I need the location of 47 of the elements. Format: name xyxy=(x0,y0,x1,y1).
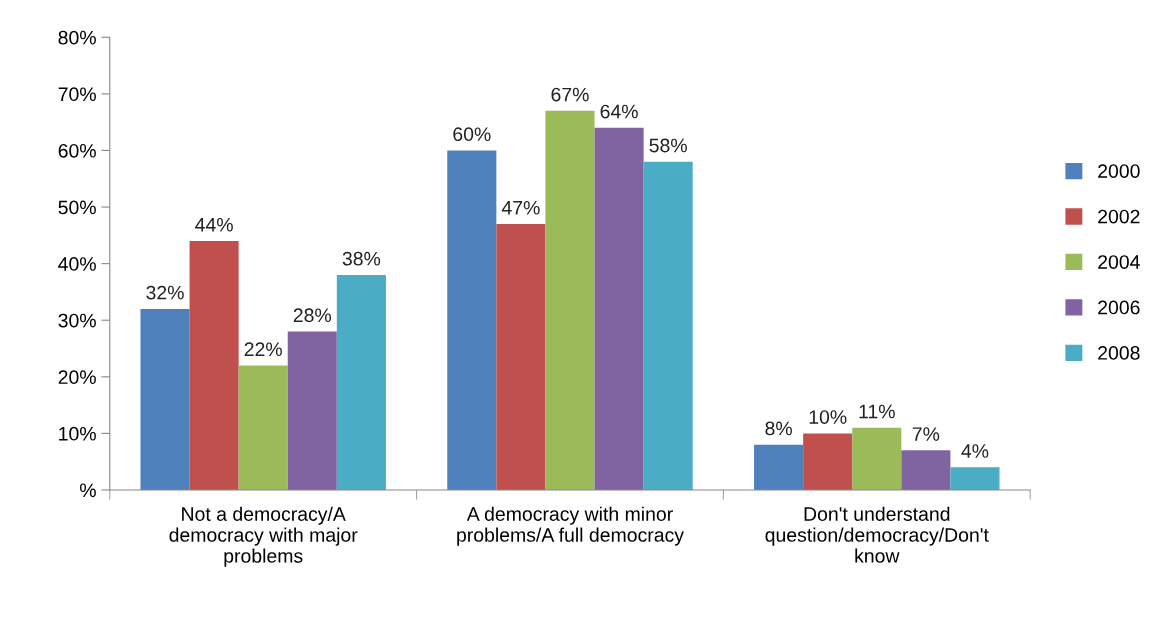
data-label: 22% xyxy=(244,342,282,357)
bar xyxy=(852,427,902,490)
data-label: 7% xyxy=(912,427,940,441)
bar xyxy=(336,274,386,490)
bar xyxy=(754,444,804,490)
data-label: 47% xyxy=(501,200,540,215)
legend-label: 2004 xyxy=(1098,255,1140,269)
y-tick-label: 30% xyxy=(58,313,96,328)
data-label: 28% xyxy=(293,308,332,323)
bar xyxy=(447,150,497,490)
x-tick-label: Don't understand question/democracy/Don't know xyxy=(765,506,989,563)
data-label: 8% xyxy=(765,421,792,436)
data-label: 32% xyxy=(146,285,184,300)
bar xyxy=(950,467,1000,490)
bar xyxy=(189,241,239,490)
bar xyxy=(594,127,644,490)
y-tick-label: 60% xyxy=(58,143,96,158)
bar xyxy=(140,308,190,490)
y-tick-label: 10% xyxy=(59,426,96,441)
data-label: 64% xyxy=(600,104,638,119)
y-tick-label: % xyxy=(80,483,96,498)
bar xyxy=(496,224,546,490)
data-label: 11% xyxy=(859,404,895,419)
legend-label: 2000 xyxy=(1098,164,1140,178)
bar xyxy=(287,331,337,490)
y-tick-label: 20% xyxy=(58,370,96,385)
legend-label: 2006 xyxy=(1098,300,1140,315)
y-tick-label: 70% xyxy=(58,87,96,102)
x-tick-label: A democracy with minor problems/A full democracy xyxy=(457,506,684,546)
data-label: 38% xyxy=(342,251,381,266)
data-label: 10% xyxy=(809,410,847,424)
data-label: 60% xyxy=(453,127,491,142)
legend-label: 2002 xyxy=(1098,209,1140,224)
bar xyxy=(803,433,853,490)
y-tick-label: 50% xyxy=(58,200,96,215)
y-tick-label: 40% xyxy=(58,257,96,271)
bar xyxy=(643,161,693,490)
data-label: 67% xyxy=(551,87,589,102)
bar xyxy=(901,450,951,490)
bar xyxy=(238,365,288,490)
data-label: 44% xyxy=(195,217,233,232)
data-label: 4% xyxy=(961,444,989,458)
x-tick-label: Not a democracy/A democracy with major problems xyxy=(169,506,358,567)
legend-label: 2008 xyxy=(1098,346,1140,360)
data-label: 58% xyxy=(649,138,687,153)
bar xyxy=(545,110,595,490)
y-tick-label: 80% xyxy=(58,30,96,45)
